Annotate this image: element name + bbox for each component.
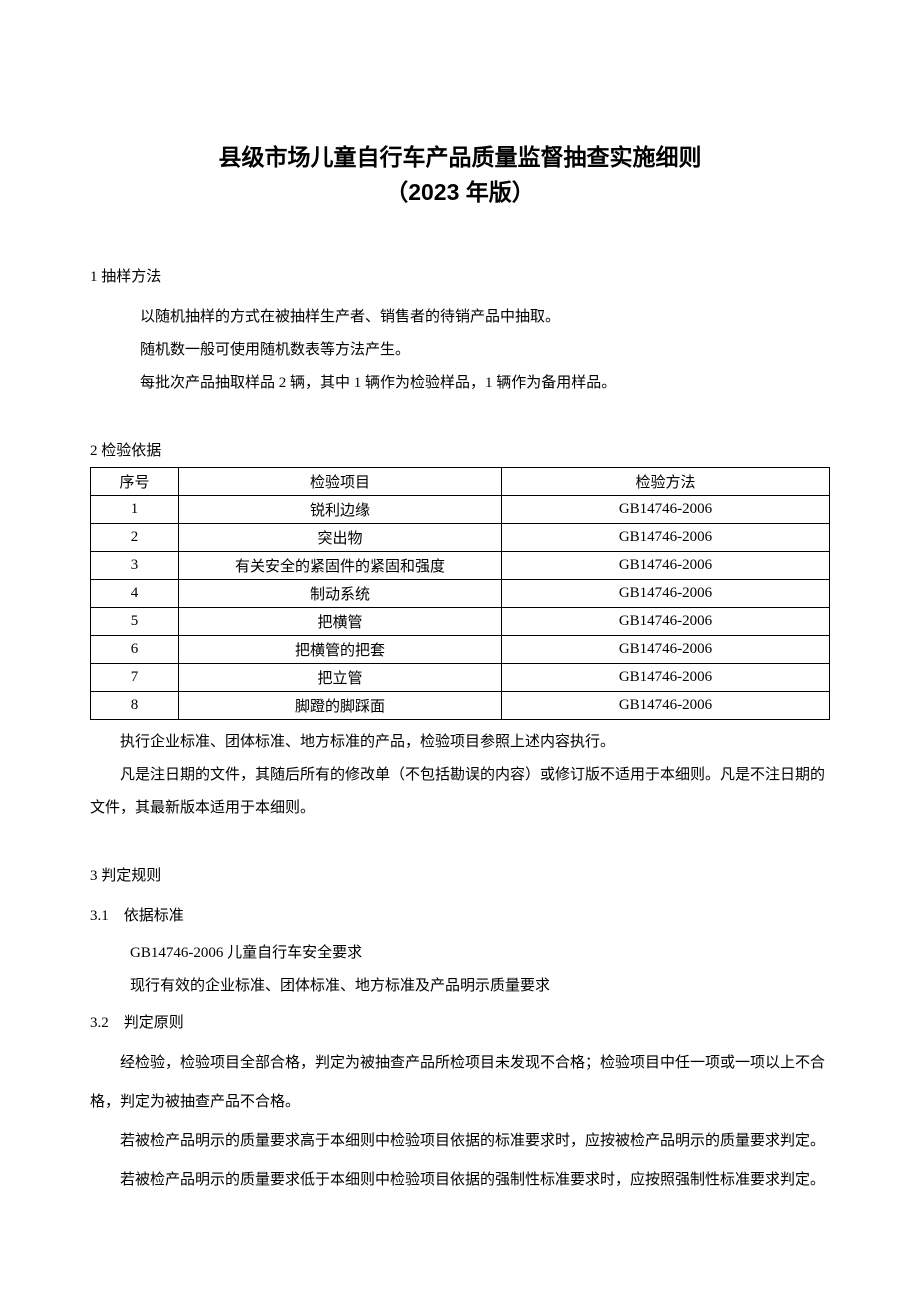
cell-method: GB14746-2006 <box>502 580 830 608</box>
table-row: 3 有关安全的紧固件的紧固和强度 GB14746-2006 <box>91 552 830 580</box>
cell-idx: 6 <box>91 636 179 664</box>
cell-idx: 7 <box>91 664 179 692</box>
s3-2-p3: 若被检产品明示的质量要求低于本细则中检验项目依据的强制性标准要求时，应按照强制性… <box>90 1161 830 1200</box>
title-block: 县级市场儿童自行车产品质量监督抽查实施细则 （2023 年版） <box>90 140 830 209</box>
s3-1-line1: GB14746-2006 儿童自行车安全要求 <box>130 937 830 970</box>
table-row: 5 把横管 GB14746-2006 <box>91 608 830 636</box>
cell-method: GB14746-2006 <box>502 692 830 720</box>
inspection-table: 序号 检验项目 检验方法 1 锐利边缘 GB14746-2006 2 突出物 G… <box>90 467 830 720</box>
cell-idx: 3 <box>91 552 179 580</box>
section-2-heading: 2 检验依据 <box>90 438 830 465</box>
cell-idx: 4 <box>91 580 179 608</box>
table-row: 8 脚蹬的脚踩面 GB14746-2006 <box>91 692 830 720</box>
section-3-1-heading: 3.1 依据标准 <box>90 900 830 933</box>
s3-1-line2: 现行有效的企业标准、团体标准、地方标准及产品明示质量要求 <box>130 970 830 1003</box>
s2-note1: 执行企业标准、团体标准、地方标准的产品，检验项目参照上述内容执行。 <box>90 726 830 759</box>
section-3-2-heading: 3.2 判定原则 <box>90 1007 830 1040</box>
cell-idx: 2 <box>91 524 179 552</box>
cell-item: 脚蹬的脚踩面 <box>179 692 502 720</box>
cell-method: GB14746-2006 <box>502 496 830 524</box>
document-page: 县级市场儿童自行车产品质量监督抽查实施细则 （2023 年版） 1 抽样方法 以… <box>0 0 920 1301</box>
cell-item: 把立管 <box>179 664 502 692</box>
section-3-heading: 3 判定规则 <box>90 863 830 890</box>
table-row: 6 把横管的把套 GB14746-2006 <box>91 636 830 664</box>
s2-note2: 凡是注日期的文件，其随后所有的修改单（不包括勘误的内容）或修订版不适用于本细则。… <box>90 759 830 825</box>
section-1-heading: 1 抽样方法 <box>90 264 830 291</box>
col-method-header: 检验方法 <box>502 468 830 496</box>
cell-item: 制动系统 <box>179 580 502 608</box>
cell-method: GB14746-2006 <box>502 524 830 552</box>
cell-method: GB14746-2006 <box>502 608 830 636</box>
cell-item: 锐利边缘 <box>179 496 502 524</box>
cell-item: 有关安全的紧固件的紧固和强度 <box>179 552 502 580</box>
title-main: 县级市场儿童自行车产品质量监督抽查实施细则 <box>90 140 830 175</box>
table-row: 4 制动系统 GB14746-2006 <box>91 580 830 608</box>
table-row: 1 锐利边缘 GB14746-2006 <box>91 496 830 524</box>
table-row: 2 突出物 GB14746-2006 <box>91 524 830 552</box>
col-idx-header: 序号 <box>91 468 179 496</box>
cell-idx: 5 <box>91 608 179 636</box>
cell-item: 把横管的把套 <box>179 636 502 664</box>
col-item-header: 检验项目 <box>179 468 502 496</box>
cell-idx: 8 <box>91 692 179 720</box>
s3-2-p2: 若被检产品明示的质量要求高于本细则中检验项目依据的标准要求时，应按被检产品明示的… <box>90 1122 830 1161</box>
s1-p2: 随机数一般可使用随机数表等方法产生。 <box>110 334 830 367</box>
cell-method: GB14746-2006 <box>502 664 830 692</box>
cell-idx: 1 <box>91 496 179 524</box>
cell-method: GB14746-2006 <box>502 636 830 664</box>
table-row: 7 把立管 GB14746-2006 <box>91 664 830 692</box>
table-header-row: 序号 检验项目 检验方法 <box>91 468 830 496</box>
s1-p3: 每批次产品抽取样品 2 辆，其中 1 辆作为检验样品，1 辆作为备用样品。 <box>110 367 830 400</box>
s3-2-p1: 经检验，检验项目全部合格，判定为被抽查产品所检项目未发现不合格；检验项目中任一项… <box>90 1044 830 1122</box>
s1-p1: 以随机抽样的方式在被抽样生产者、销售者的待销产品中抽取。 <box>110 301 830 334</box>
cell-item: 把横管 <box>179 608 502 636</box>
title-sub: （2023 年版） <box>90 175 830 210</box>
cell-method: GB14746-2006 <box>502 552 830 580</box>
cell-item: 突出物 <box>179 524 502 552</box>
